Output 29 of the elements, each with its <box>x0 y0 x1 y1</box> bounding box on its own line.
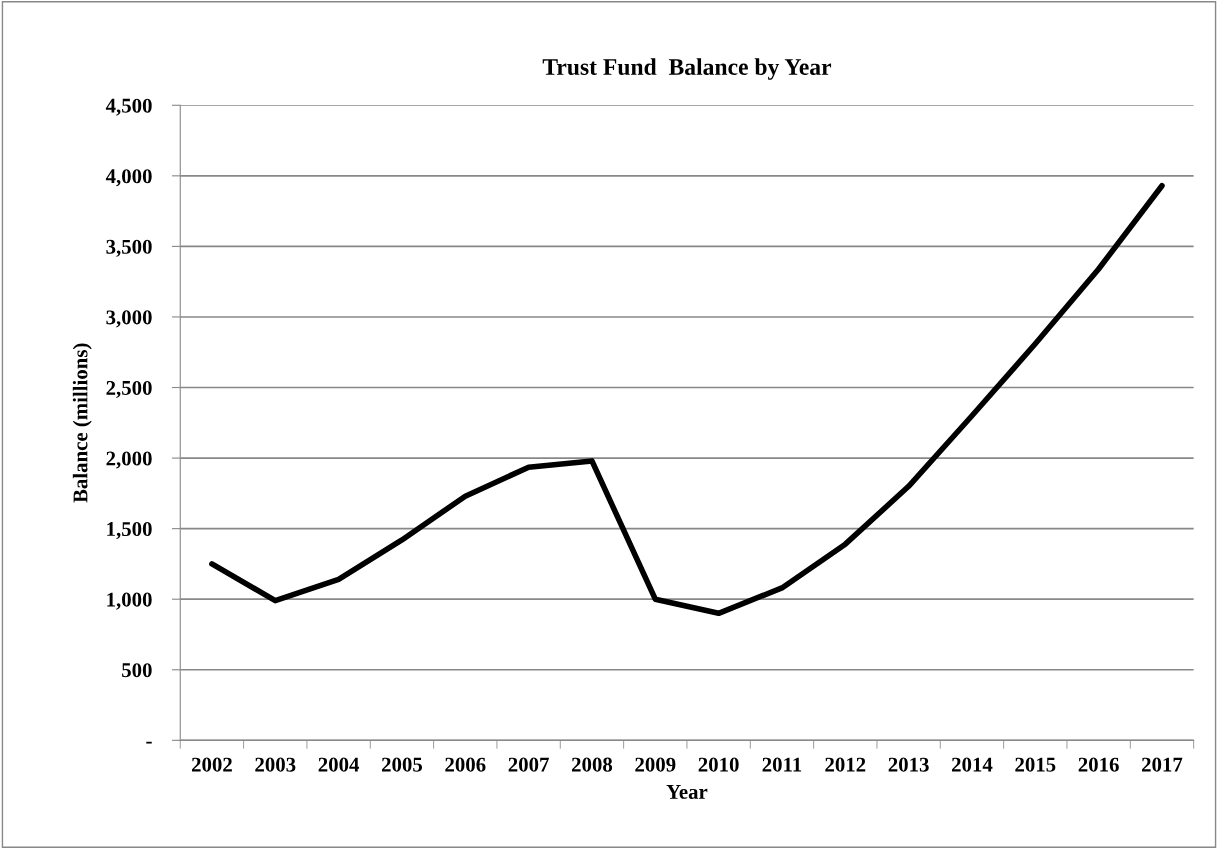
y-tick-label: 2,500 <box>106 380 152 398</box>
x-tick-label: 2007 <box>508 757 549 772</box>
x-tick-label: 2010 <box>698 757 739 772</box>
x-tick-label: 2008 <box>571 757 613 772</box>
y-tick-label: - <box>146 741 152 744</box>
y-tick-label: 3,000 <box>106 310 152 328</box>
x-tick-label: 2006 <box>445 757 486 772</box>
x-tick-label: 2004 <box>318 757 360 772</box>
y-tick-label: 3,500 <box>106 239 152 257</box>
x-tick-label: 2005 <box>381 757 423 772</box>
x-tick-label: 2003 <box>255 757 296 772</box>
x-tick-label: 2009 <box>635 757 676 772</box>
x-tick-label: 2014 <box>952 757 993 772</box>
y-tick-label: 4,500 <box>105 98 152 116</box>
x-tick-label: 2015 <box>1015 757 1056 772</box>
x-tick-label: 2017 <box>1142 757 1183 772</box>
x-tick-label: 2016 <box>1078 757 1119 772</box>
x-tick-label: 2013 <box>888 757 929 772</box>
chart-title: Trust Fund Balance by Year <box>542 58 832 80</box>
y-tick-label: 1,500 <box>107 522 152 540</box>
x-tick-label: 2002 <box>191 757 232 772</box>
y-tick-label: 2,000 <box>106 451 152 469</box>
y-tick-label: 4,000 <box>105 169 152 187</box>
x-tick-label: 2011 <box>762 757 802 772</box>
y-tick-label: 500 <box>122 663 152 678</box>
y-tick-label: 1,000 <box>107 592 152 610</box>
y-axis-title: Balance (millions) <box>72 343 92 503</box>
x-tick-label: 2012 <box>825 757 866 772</box>
x-axis-title: Year <box>666 785 708 799</box>
